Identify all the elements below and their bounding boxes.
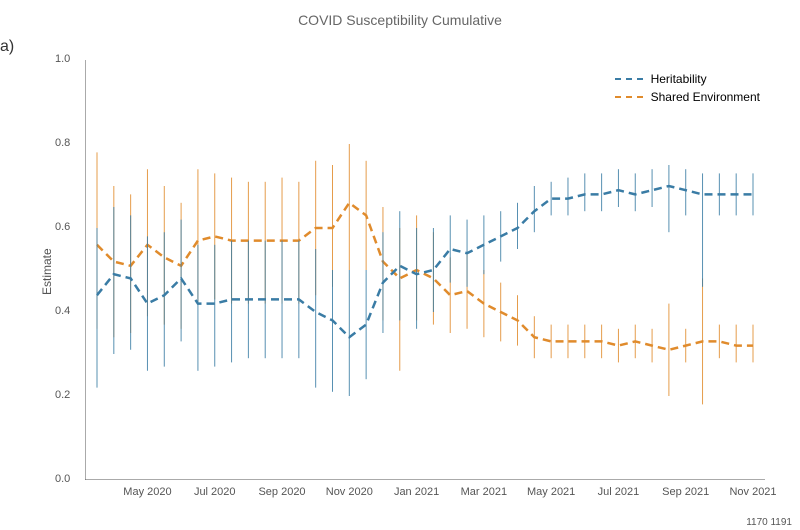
footnote: 1170 1191 <box>746 517 792 528</box>
y-tick: 0.8 <box>55 137 70 149</box>
legend-line-icon <box>615 96 643 98</box>
chart-title: COVID Susceptibility Cumulative <box>0 12 800 28</box>
x-tick: Nov 2021 <box>725 486 781 498</box>
legend-line-icon <box>615 78 643 80</box>
x-tick: Jan 2021 <box>389 486 445 498</box>
panel-label: a) <box>0 38 14 56</box>
legend: Heritability Shared Environment <box>615 72 760 108</box>
x-tick: May 2021 <box>523 486 579 498</box>
legend-item: Shared Environment <box>615 90 760 104</box>
chart-container: COVID Susceptibility Cumulative a) Estim… <box>0 0 800 530</box>
legend-label: Shared Environment <box>651 90 760 104</box>
legend-item: Heritability <box>615 72 760 86</box>
y-tick: 1.0 <box>55 53 70 65</box>
y-tick: 0.2 <box>55 389 70 401</box>
legend-label: Heritability <box>651 72 707 86</box>
plot-area <box>85 60 765 480</box>
plot-svg <box>85 60 765 480</box>
x-tick: Jul 2021 <box>590 486 646 498</box>
series-heritability <box>97 186 753 337</box>
y-tick: 0.4 <box>55 305 70 317</box>
x-tick: Sep 2021 <box>658 486 714 498</box>
series-shared_env <box>97 203 753 350</box>
x-tick: Sep 2020 <box>254 486 310 498</box>
x-tick: May 2020 <box>119 486 175 498</box>
y-tick: 0.6 <box>55 221 70 233</box>
y-axis-label: Estimate <box>40 248 54 295</box>
x-tick: Nov 2020 <box>321 486 377 498</box>
x-tick: Jul 2020 <box>187 486 243 498</box>
y-tick: 0.0 <box>55 473 70 485</box>
x-tick: Mar 2021 <box>456 486 512 498</box>
